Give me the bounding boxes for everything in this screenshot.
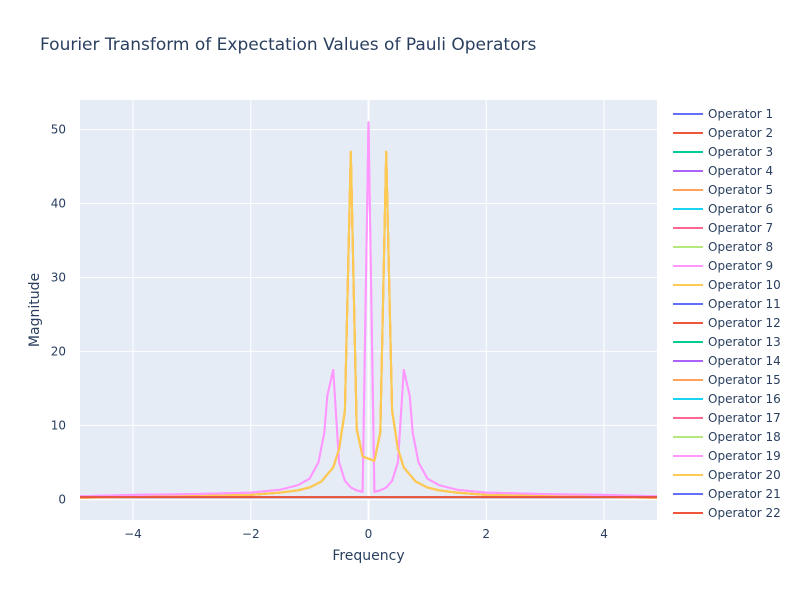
legend-item[interactable]: Operator 9 — [708, 259, 773, 273]
series-layer — [79, 121, 658, 499]
legend-item[interactable]: Operator 21 — [708, 487, 781, 501]
y-tick-label: 20 — [51, 344, 66, 358]
y-tick-labels: 0 10 20 30 40 50 — [51, 123, 66, 507]
y-tick-label: 0 — [58, 492, 66, 506]
legend-item[interactable]: Operator 7 — [708, 221, 773, 235]
legend-item[interactable]: Operator 10 — [708, 278, 781, 292]
y-tick-label: 50 — [51, 123, 66, 137]
legend-item[interactable]: Operator 16 — [708, 392, 781, 406]
legend-item[interactable]: Operator 8 — [708, 240, 773, 254]
legend-item[interactable]: Operator 13 — [708, 335, 781, 349]
y-tick-label: 30 — [51, 270, 66, 284]
legend-item[interactable]: Operator 18 — [708, 430, 781, 444]
y-tick-label: 40 — [51, 197, 66, 211]
x-tick-label: 0 — [365, 527, 373, 541]
legend-item[interactable]: Operator 3 — [708, 145, 773, 159]
series-line — [79, 121, 658, 498]
legend-item[interactable]: Operator 14 — [708, 354, 781, 368]
series-line — [79, 150, 658, 499]
legend-item[interactable]: Operator 22 — [708, 506, 781, 520]
legend-item[interactable]: Operator 15 — [708, 373, 781, 387]
legend-item[interactable]: Operator 5 — [708, 183, 773, 197]
x-tick-label: 2 — [482, 527, 490, 541]
x-tick-label: −4 — [124, 527, 142, 541]
x-tick-label: 4 — [600, 527, 608, 541]
legend-item[interactable]: Operator 19 — [708, 449, 781, 463]
legend-item[interactable]: Operator 2 — [708, 126, 773, 140]
legend-item[interactable]: Operator 1 — [708, 107, 773, 121]
legend-item[interactable]: Operator 17 — [708, 411, 781, 425]
y-axis-title: Magnitude — [27, 273, 43, 347]
legend-item[interactable]: Operator 20 — [708, 468, 781, 482]
legend-item[interactable]: Operator 11 — [708, 297, 781, 311]
legend-item[interactable]: Operator 6 — [708, 202, 773, 216]
chart-title: Fourier Transform of Expectation Values … — [40, 35, 536, 55]
legend[interactable]: Operator 1 Operator 2 Operator 3 Operator 4… — [673, 107, 781, 520]
y-tick-label: 10 — [51, 418, 66, 432]
x-tick-labels: −4 −2 0 2 4 — [124, 527, 608, 541]
legend-item[interactable]: Operator 4 — [708, 164, 773, 178]
legend-item[interactable]: Operator 12 — [708, 316, 781, 330]
x-tick-label: −2 — [242, 527, 260, 541]
x-axis-title: Frequency — [332, 548, 404, 564]
